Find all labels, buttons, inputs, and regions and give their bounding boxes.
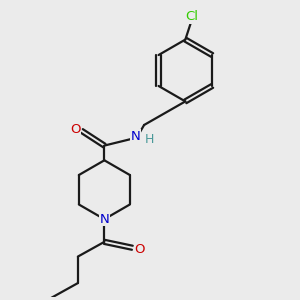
Text: H: H xyxy=(144,134,154,146)
Text: O: O xyxy=(70,123,80,136)
Text: Cl: Cl xyxy=(185,10,198,23)
Text: N: N xyxy=(100,213,109,226)
Text: O: O xyxy=(134,243,145,256)
Text: N: N xyxy=(130,130,140,143)
